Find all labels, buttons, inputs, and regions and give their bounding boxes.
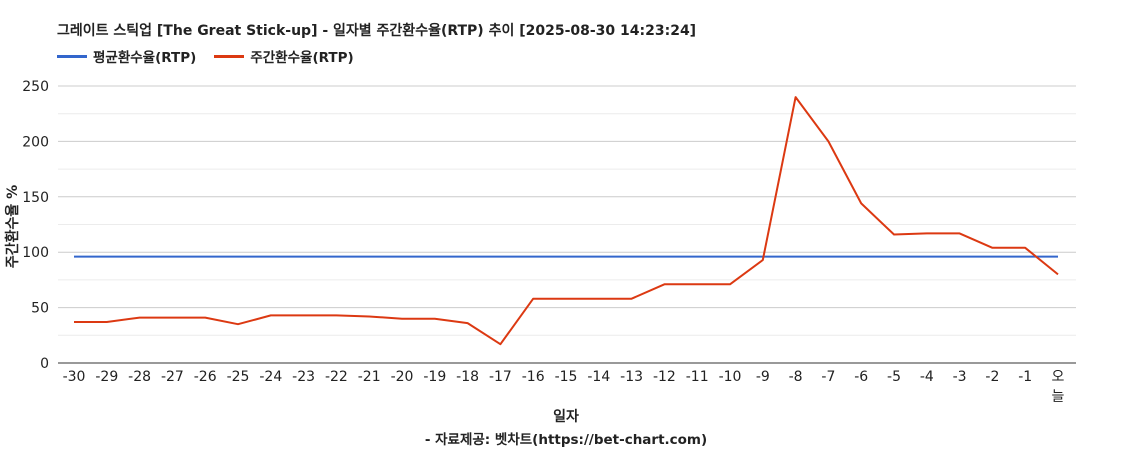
x-tick-label: -11 (686, 369, 709, 385)
y-tick-label: 250 (22, 79, 49, 95)
legend-item-weekly[interactable]: 주간환수율(RTP) (214, 46, 354, 66)
x-tick-label: -9 (756, 369, 770, 385)
x-tick-label: -3 (953, 369, 967, 385)
source-credit: - 자료제공: 벳차트(https://bet-chart.com) (424, 432, 708, 448)
x-tick-label: -7 (821, 369, 835, 385)
x-tick-label: -25 (227, 369, 250, 385)
x-tick-label: -20 (391, 369, 414, 385)
y-tick-label: 200 (22, 134, 49, 150)
x-tick-label: -13 (620, 369, 643, 385)
chart-title: 그레이트 스틱업 [The Great Stick-up] - 일자별 주간환수… (57, 23, 697, 39)
y-tick-label: 0 (40, 356, 49, 372)
legend: 평균환수율(RTP) 주간환수율(RTP) (57, 46, 354, 66)
x-tick-label: -21 (358, 369, 381, 385)
series-line-weekly (74, 96, 1059, 346)
legend-swatch-average (57, 54, 87, 58)
x-tick-label: 오 (1052, 369, 1065, 385)
x-tick-label: 늘 (1052, 389, 1065, 405)
y-axis-title: 주간환수율 % (4, 185, 21, 268)
x-tick-label: -10 (719, 369, 742, 385)
x-tick-label: -26 (194, 369, 217, 385)
y-tick-label: 150 (22, 190, 49, 206)
x-tick-label: -15 (555, 369, 578, 385)
legend-swatch-weekly (214, 54, 245, 58)
x-tick-label: -23 (292, 369, 315, 385)
legend-item-average[interactable]: 평균환수율(RTP) (57, 46, 196, 66)
y-tick-label: 50 (31, 301, 49, 317)
x-tick-label: -14 (587, 369, 610, 385)
x-tick-label: -8 (789, 369, 803, 385)
legend-label-weekly: 주간환수율(RTP) (250, 50, 354, 66)
legend-label-average: 평균환수율(RTP) (93, 50, 197, 66)
x-tick-label: -2 (985, 369, 999, 385)
x-tick-label: -24 (259, 369, 282, 385)
x-tick-label: -22 (325, 369, 348, 385)
x-tick-label: -17 (489, 369, 512, 385)
x-tick-label: -19 (423, 369, 446, 385)
x-tick-label: -27 (161, 369, 184, 385)
x-tick-label: -1 (1018, 369, 1032, 385)
x-tick-label: -18 (456, 369, 479, 385)
y-tick-label: 100 (22, 245, 49, 261)
x-tick-label: -12 (653, 369, 676, 385)
x-tick-label: -6 (854, 369, 868, 385)
x-tick-label: -29 (95, 369, 118, 385)
x-tick-label: -30 (63, 369, 86, 385)
x-tick-label: -5 (887, 369, 901, 385)
x-tick-label: -28 (128, 369, 151, 385)
x-tick-label: -16 (522, 369, 545, 385)
x-tick-label: -4 (920, 369, 934, 385)
x-axis-title: 일자 (553, 409, 579, 425)
